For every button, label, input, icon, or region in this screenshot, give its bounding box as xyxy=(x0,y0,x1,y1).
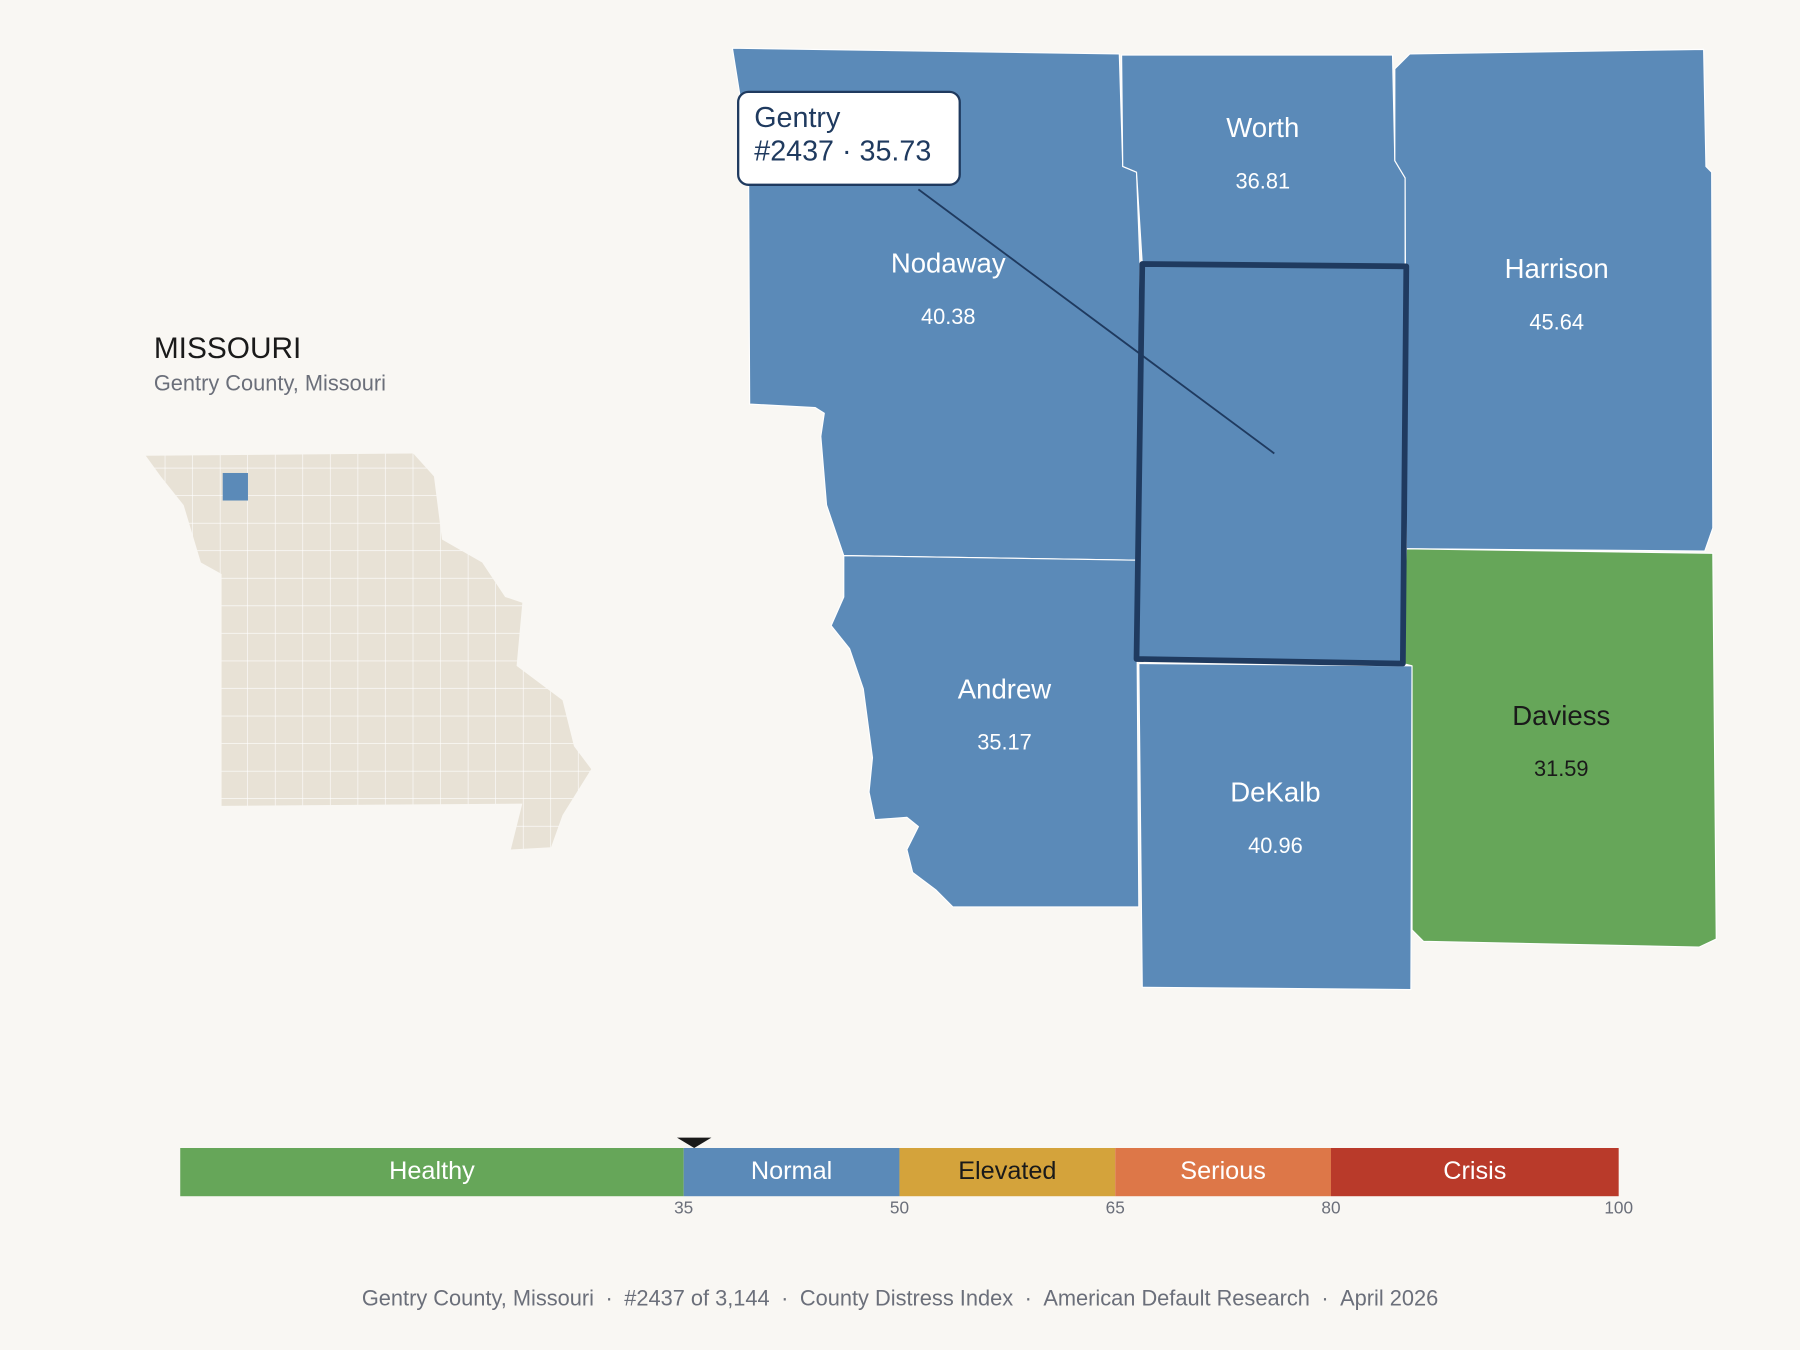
legend-label: Normal xyxy=(751,1157,832,1185)
county xyxy=(1121,54,1406,267)
legend-band xyxy=(180,1148,684,1197)
county xyxy=(1394,48,1714,552)
selected-county xyxy=(1133,261,1410,667)
county-name: DeKalb xyxy=(1230,777,1320,808)
county-name: Worth xyxy=(1226,112,1299,143)
legend-band xyxy=(1330,1148,1619,1197)
footer-separator: · xyxy=(1025,1285,1032,1310)
inset-highlight xyxy=(222,472,248,501)
county-value: 36.81 xyxy=(1236,168,1291,193)
legend-marker xyxy=(676,1137,712,1148)
legend-tick: 50 xyxy=(890,1197,909,1217)
footer-item: American Default Research xyxy=(1043,1285,1310,1310)
legend-label: Healthy xyxy=(389,1157,475,1185)
county-value: 45.64 xyxy=(1529,310,1584,335)
county xyxy=(1402,548,1717,948)
footer: Gentry County, Missouri · #2437 of 3,144 · C… xyxy=(362,1285,1438,1310)
state-inset xyxy=(145,453,592,850)
footer-item: #2437 of 3,144 xyxy=(624,1285,769,1310)
county-value: 40.96 xyxy=(1248,833,1303,858)
state-title: MISSOURI xyxy=(154,332,302,365)
tooltip-leader xyxy=(917,188,1275,455)
legend-band xyxy=(683,1148,900,1197)
legend-label: Serious xyxy=(1180,1157,1266,1185)
county-value: 31.59 xyxy=(1534,756,1589,781)
footer-separator: · xyxy=(1321,1285,1328,1310)
county-name: Nodaway xyxy=(891,247,1006,278)
legend-tick: 80 xyxy=(1321,1197,1340,1217)
county-name: Daviess xyxy=(1512,700,1610,731)
footer-item: County Distress Index xyxy=(800,1285,1013,1310)
legend-tick: 35 xyxy=(674,1197,693,1217)
legend-label: Crisis xyxy=(1443,1157,1506,1185)
county-value: 35.17 xyxy=(977,730,1032,755)
legend-band xyxy=(899,1148,1116,1197)
county-name: Harrison xyxy=(1505,253,1609,284)
legend-tick: 65 xyxy=(1106,1197,1125,1217)
legend-tick: 100 xyxy=(1604,1197,1633,1217)
county xyxy=(1138,662,1413,991)
tooltip-box xyxy=(737,90,961,186)
state-subtitle: Gentry County, Missouri xyxy=(154,370,386,395)
county xyxy=(830,555,1140,908)
footer-separator: · xyxy=(605,1285,612,1310)
footer-separator: · xyxy=(781,1285,788,1310)
county-name: Andrew xyxy=(958,673,1052,704)
county-value: 40.38 xyxy=(921,304,976,329)
tooltip-name: Gentry xyxy=(754,102,841,134)
legend-label: Elevated xyxy=(958,1157,1056,1185)
tooltip-detail: #2437 · 35.73 xyxy=(754,135,931,167)
footer-item: Gentry County, Missouri xyxy=(362,1285,594,1310)
legend-band xyxy=(1115,1148,1331,1197)
footer-item: April 2026 xyxy=(1340,1285,1438,1310)
